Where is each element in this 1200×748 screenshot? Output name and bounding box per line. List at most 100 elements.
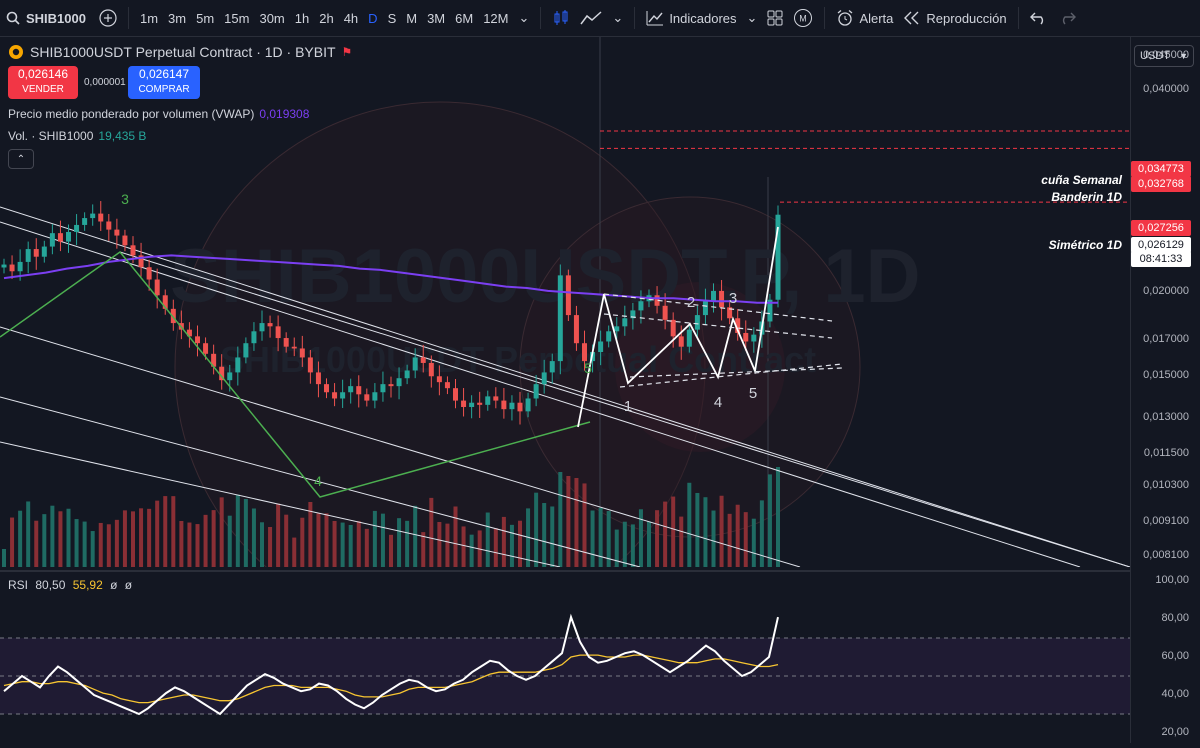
candle-body: [25, 249, 31, 262]
volume-bar: [187, 522, 192, 567]
volume-bar: [332, 520, 337, 567]
volume-bar: [453, 506, 458, 567]
indicators-dropdown[interactable]: ⌄: [742, 0, 763, 36]
candle-body: [686, 329, 692, 347]
vwap-legend[interactable]: Precio medio ponderado por volumen (VWAP…: [8, 107, 352, 121]
candle-body: [775, 214, 781, 300]
rsi-ma-line: [3, 654, 779, 704]
candle-body: [727, 307, 733, 319]
candle-body: [444, 382, 450, 389]
volume-bar: [58, 511, 63, 567]
strategy-button[interactable]: M: [788, 0, 818, 36]
candle-body: [106, 221, 112, 230]
interval-4h[interactable]: 4h: [343, 10, 359, 26]
alert-button[interactable]: Alerta: [831, 0, 898, 36]
interval-12m[interactable]: 12M: [483, 10, 509, 26]
volume-bar: [139, 508, 144, 567]
buy-sell-row: 0,026146 VENDER 0,000001 0,026147 COMPRA…: [8, 66, 352, 99]
interval-dropdown[interactable]: ⌄: [514, 0, 535, 36]
chart-type-dropdown[interactable]: ⌄: [607, 0, 628, 36]
svg-text:M: M: [800, 14, 808, 24]
collapse-legend-button[interactable]: ⌃: [8, 149, 34, 169]
redo-button[interactable]: [1053, 0, 1081, 36]
volume-bar: [171, 496, 176, 567]
candle-body: [41, 246, 47, 257]
replay-button[interactable]: Reproducción: [898, 0, 1011, 36]
symbol-search[interactable]: SHIB1000: [0, 11, 94, 26]
volume-bar: [558, 472, 563, 567]
candle-body: [82, 218, 88, 225]
chart-legend: SHIB1000USDT Perpetual Contract · 1D · B…: [8, 44, 352, 169]
exchange-logo-icon: [8, 44, 24, 60]
rewind-icon: [903, 11, 921, 25]
candle-body: [219, 366, 225, 381]
interval-15m[interactable]: 15m: [224, 10, 250, 26]
volume-bar: [445, 523, 450, 567]
volume-bar: [98, 522, 103, 567]
volume-bar: [26, 501, 31, 567]
interval-2h[interactable]: 2h: [319, 10, 334, 26]
volume-legend[interactable]: Vol. · SHIB1000 19,435 B: [8, 129, 352, 143]
interval-30m[interactable]: 30m: [259, 10, 285, 26]
volume-bar: [308, 502, 313, 567]
price-axis-tick: 0,020000: [1143, 285, 1189, 298]
interval-6m[interactable]: 6M: [455, 10, 474, 26]
flag-icon[interactable]: ⚑: [341, 45, 353, 59]
rsi-band: [0, 638, 1130, 714]
undo-button[interactable]: [1025, 0, 1053, 36]
candle-body: [57, 233, 63, 242]
symbol-title: SHIB1000USDT Perpetual Contract · 1D · B…: [30, 44, 336, 60]
divider: [634, 7, 636, 29]
volume-bar: [509, 524, 514, 567]
rsi-chart[interactable]: [0, 572, 1130, 743]
channel-line: [0, 206, 1131, 568]
wave-label-white: 3: [729, 290, 737, 307]
divider: [824, 7, 826, 29]
chevron-down-icon: ⌄: [612, 10, 624, 25]
sell-button[interactable]: 0,026146 VENDER: [8, 66, 78, 99]
annotation-banderin[interactable]: Banderin 1D: [1051, 190, 1122, 204]
currency-selector[interactable]: USDT ▼: [1134, 45, 1194, 67]
price-tag: 0,034773: [1131, 161, 1191, 177]
add-symbol-button[interactable]: [94, 0, 122, 36]
volume-bar: [179, 521, 184, 567]
candle-body: [436, 376, 442, 383]
price-chart[interactable]: SHIB1000USDT.P, 1D SHIB1000USDT Perpetual…: [0, 37, 1131, 633]
interval-1m[interactable]: 1m: [139, 10, 159, 26]
pane-separator[interactable]: [0, 570, 1130, 572]
divider: [127, 7, 129, 29]
background-circle: [615, 282, 785, 452]
interval-5m[interactable]: 5m: [196, 10, 215, 26]
volume-bar: [501, 516, 506, 567]
interval-3m[interactable]: 3M: [427, 10, 446, 26]
volume-bar: [743, 512, 748, 567]
candle-body: [324, 384, 329, 393]
indicators-button[interactable]: Indicadores: [641, 0, 741, 36]
volume-bar: [751, 518, 756, 567]
candle-body: [211, 353, 217, 367]
volume-bar: [260, 522, 264, 567]
layout-button[interactable]: [762, 0, 788, 36]
main-chart-pane[interactable]: SHIB1000USDT.P, 1D SHIB1000USDT Perpetual…: [0, 37, 1131, 633]
rsi-empty-value: ø: [124, 578, 133, 592]
interval-s[interactable]: S: [387, 10, 397, 26]
price-axis-tick: 0,040000: [1143, 83, 1189, 96]
candle-body: [66, 231, 71, 242]
interval-d[interactable]: D: [368, 10, 378, 26]
candle-body: [203, 343, 209, 354]
interval-3m[interactable]: 3m: [168, 10, 187, 26]
interval-1h[interactable]: 1h: [294, 10, 310, 26]
candle-body: [372, 392, 378, 401]
triangle-upper: [603, 313, 833, 339]
alert-label: Alerta: [859, 10, 894, 26]
chart-type-line-button[interactable]: [575, 0, 607, 36]
buy-button[interactable]: 0,026147 COMPRAR: [128, 66, 200, 99]
rsi-pane[interactable]: [0, 572, 1130, 743]
price-axis[interactable]: 0,0450000,0400000,0300000,0230000,020000…: [1130, 37, 1200, 743]
rsi-legend[interactable]: RSI 80,50 55,92 ø ø: [8, 578, 132, 592]
interval-m[interactable]: M: [406, 10, 418, 26]
annotation-simetrico[interactable]: Simétrico 1D: [1048, 238, 1122, 252]
chart-type-candles-button[interactable]: [547, 0, 575, 36]
candle-body: [678, 336, 684, 347]
annotation-cuna[interactable]: cuña Semanal: [1041, 173, 1122, 187]
